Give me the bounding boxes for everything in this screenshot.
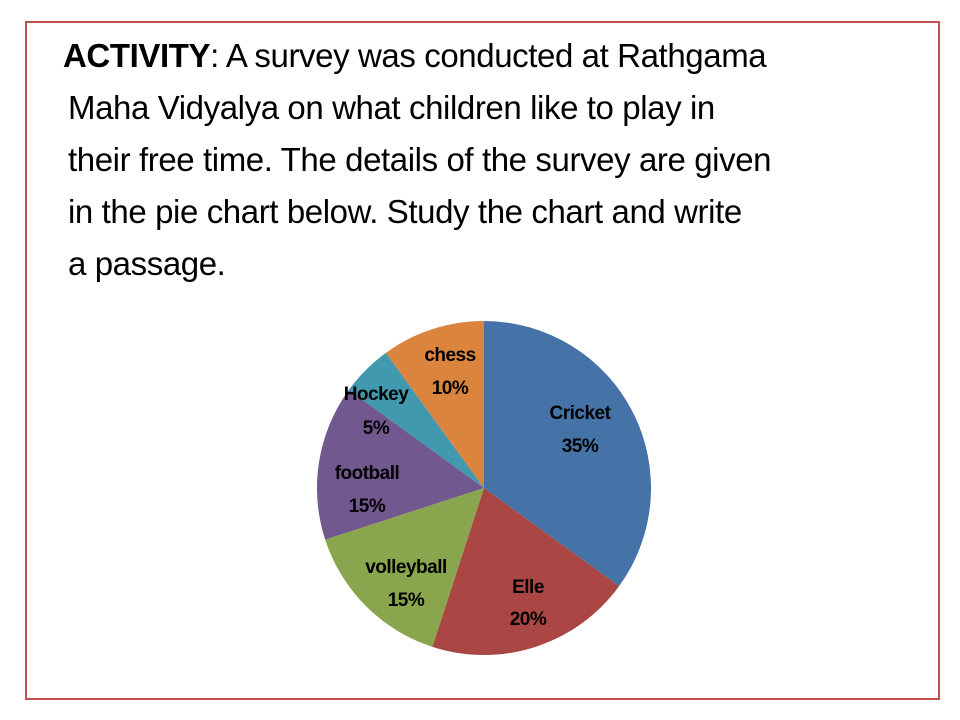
- activity-line-5: a passage.: [68, 245, 226, 282]
- pie-labels: Cricket 35% Elle 20% volleyball 15% football 15…: [335, 345, 612, 630]
- pie-label-hockey: Hockey: [344, 384, 410, 405]
- activity-line-1-text: : A survey was conducted at Rathgama: [210, 37, 767, 74]
- pie-slices: [316, 320, 652, 656]
- activity-line-4: in the pie chart below. Study the chart …: [68, 193, 742, 230]
- pie-percent-football: 15%: [349, 496, 386, 517]
- pie-slice-chess: [385, 321, 484, 488]
- pie-percent-volleyball: 15%: [388, 590, 425, 611]
- activity-line-3: their free time. The details of the surv…: [68, 141, 772, 178]
- pie-slice-cricket: [484, 320, 652, 587]
- pie-percent-chess: 10%: [432, 378, 469, 399]
- pie-percent-cricket: 35%: [562, 436, 599, 457]
- pie-slice-volleyball: [325, 488, 484, 647]
- activity-line-1: ACTIVITY: A survey was conducted at Rath…: [63, 30, 938, 82]
- pie-label-football: football: [335, 463, 400, 484]
- pie-label-cricket: Cricket: [550, 403, 612, 424]
- pie-slice-football: [316, 389, 484, 540]
- pie-label-volleyball: volleyball: [365, 557, 447, 578]
- pie-slice-hockey: [348, 352, 484, 488]
- pie-slice-elle: [432, 488, 620, 656]
- activity-line-2: Maha Vidyalya on what children like to p…: [68, 89, 715, 126]
- pie-label-chess: chess: [424, 345, 475, 366]
- slide-frame: [25, 21, 940, 700]
- pie-percent-hockey: 5%: [363, 418, 390, 439]
- activity-text: ACTIVITY: A survey was conducted at Rath…: [63, 30, 938, 290]
- pie-label-elle: Elle: [512, 577, 544, 598]
- pie-percent-elle: 20%: [510, 609, 547, 630]
- activity-heading: ACTIVITY: [63, 37, 211, 74]
